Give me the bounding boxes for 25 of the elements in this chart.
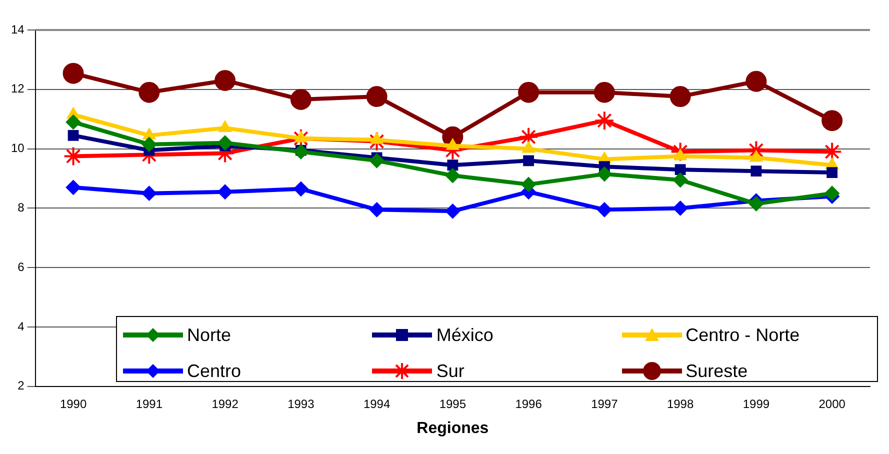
legend-label: Sur <box>436 360 464 382</box>
legend-label: Centro <box>187 360 242 382</box>
legend-label: Sureste <box>686 360 748 382</box>
x-axis-title: Regiones <box>416 420 489 437</box>
x-tick-label: 1998 <box>666 396 694 411</box>
x-tick-label: 1991 <box>136 396 163 411</box>
x-tick-label: 1992 <box>212 396 239 411</box>
x-tick-label: 1993 <box>288 396 315 411</box>
x-tick-label: 1999 <box>742 396 770 411</box>
legend-label: Centro - Norte <box>686 324 800 346</box>
y-tick-label: 14 <box>10 22 25 36</box>
x-tick-label: 1995 <box>439 396 466 411</box>
y-tick-label: 4 <box>18 319 25 334</box>
x-tick-label: 1997 <box>591 396 618 411</box>
x-tick-label: 1990 <box>60 396 87 411</box>
x-tick-label: 1994 <box>363 396 390 411</box>
y-tick-label: 2 <box>18 378 25 393</box>
legend-label: México <box>436 324 494 346</box>
x-tick-label: 1996 <box>515 396 542 411</box>
x-tick-label: 2000 <box>818 396 846 411</box>
y-tick-label: 6 <box>18 260 25 274</box>
y-tick-label: 8 <box>18 200 25 215</box>
y-tick-label: 12 <box>10 82 25 96</box>
legend-label: Norte <box>187 324 232 346</box>
y-tick-label: 10 <box>10 141 25 156</box>
